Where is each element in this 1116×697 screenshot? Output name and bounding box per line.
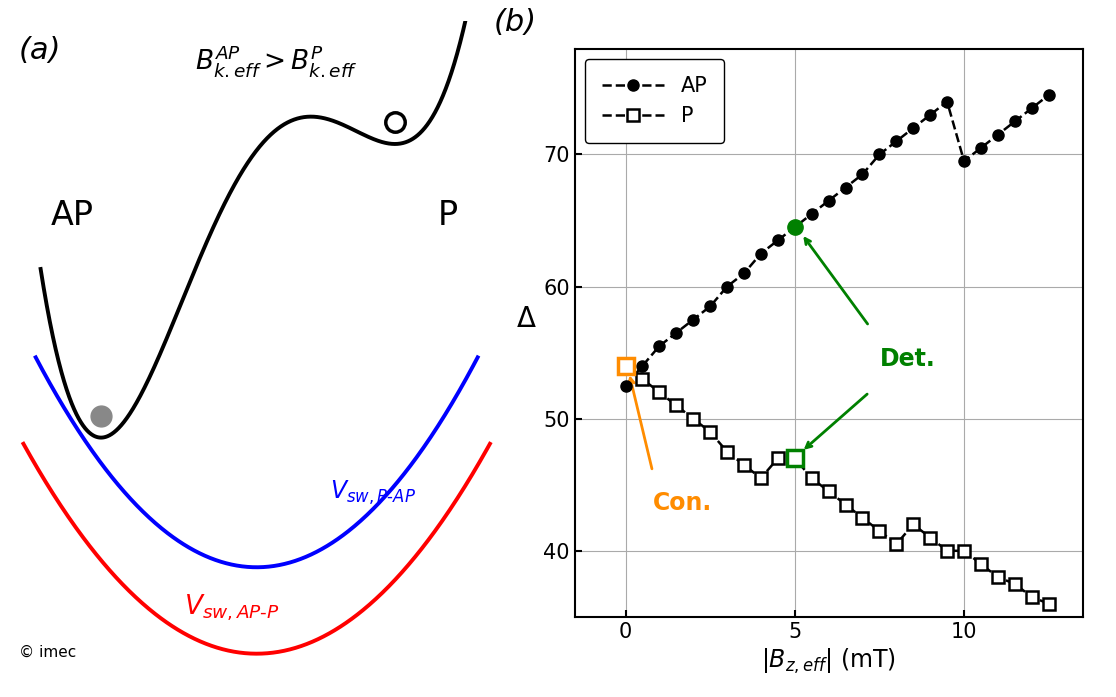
Text: Det.: Det.: [879, 347, 935, 372]
Text: AP: AP: [51, 199, 94, 232]
Text: P: P: [439, 199, 459, 232]
X-axis label: $|B_{z,eff}|$ (mT): $|B_{z,eff}|$ (mT): [761, 648, 896, 676]
Text: Con.: Con.: [653, 491, 712, 515]
Text: $V_{sw,AP\text{-}P}$: $V_{sw,AP\text{-}P}$: [184, 592, 280, 622]
Y-axis label: $\Delta$: $\Delta$: [517, 305, 537, 332]
Text: © imec: © imec: [19, 645, 76, 660]
Text: (a): (a): [19, 36, 61, 66]
Text: (b): (b): [493, 8, 537, 38]
Text: $B_{k.eff}^{AP} > B_{k.eff}^{P}$: $B_{k.eff}^{AP} > B_{k.eff}^{P}$: [195, 43, 357, 79]
Text: $V_{sw,P\text{-}AP}$: $V_{sw,P\text{-}AP}$: [330, 479, 416, 507]
Legend: AP, P: AP, P: [585, 59, 724, 143]
